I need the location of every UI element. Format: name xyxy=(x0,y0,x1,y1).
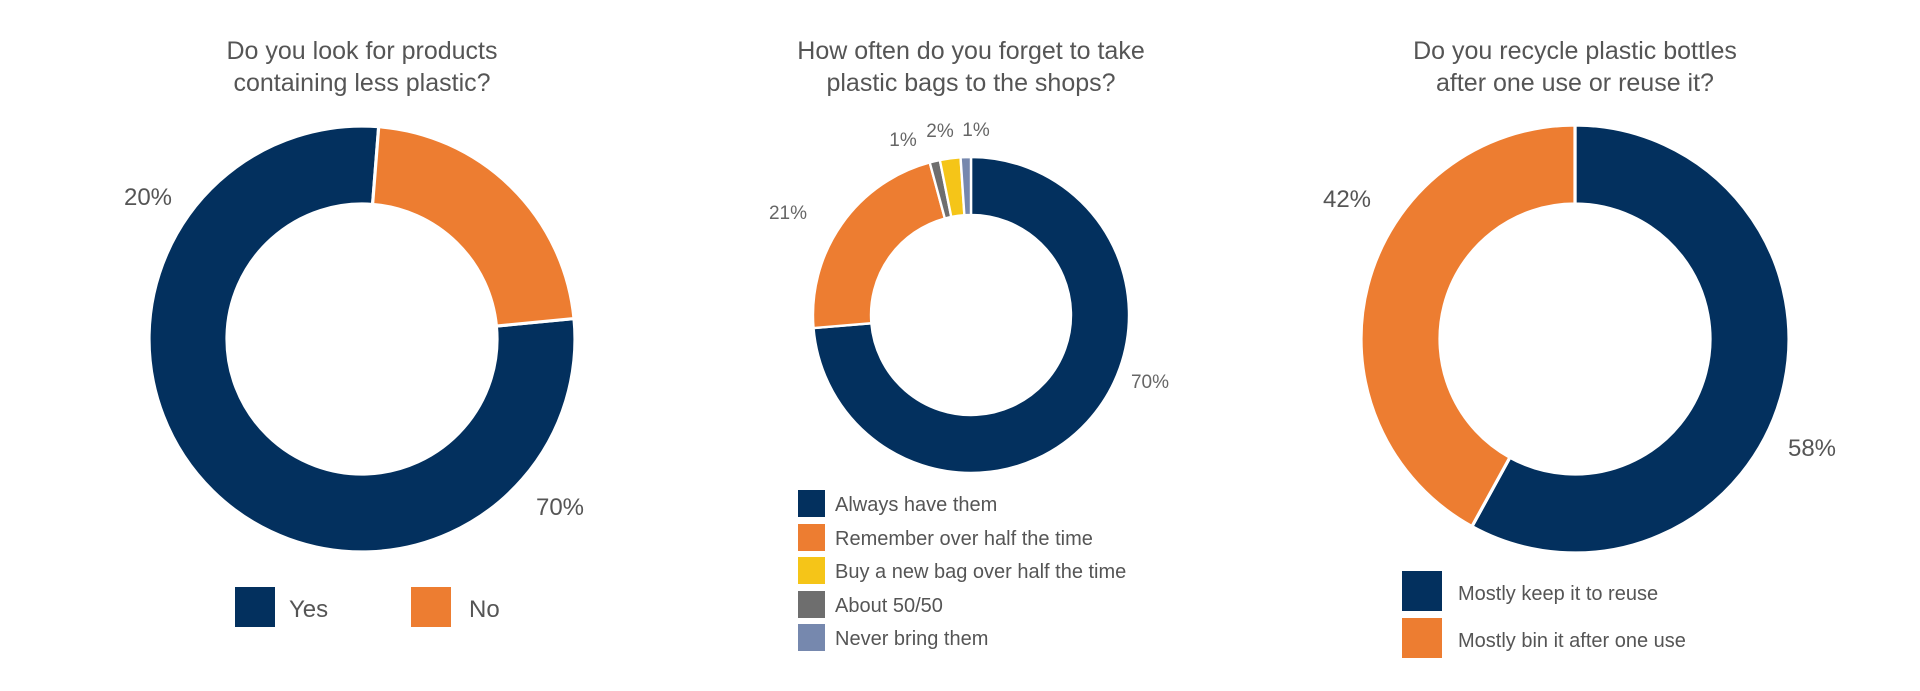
chart3-slice-mostly-bin-it-after-one-use xyxy=(1359,123,1577,529)
chart2-legend: Always have them Remember over half the … xyxy=(798,490,1126,651)
chart3-title-line2: after one use or reuse it? xyxy=(1436,69,1714,97)
chart2-label-never: 1% xyxy=(962,120,990,141)
chart-plastic-products: Do you look for products containing less… xyxy=(124,37,584,627)
chart2-label-always: 70% xyxy=(1131,372,1169,393)
chart2-legend-remember: Remember over half the time xyxy=(835,528,1093,550)
chart1-label-yes: 70% xyxy=(536,494,584,521)
chart2-legend-swatch-always xyxy=(798,490,825,517)
chart1-donut xyxy=(147,124,577,554)
chart2-legend-about: About 50/50 xyxy=(835,595,943,617)
chart2-title-line1: How often do you forget to take xyxy=(797,37,1144,65)
chart3-label-bin: 42% xyxy=(1323,186,1371,213)
chart1-title-line1: Do you look for products xyxy=(227,37,498,65)
chart1-legend-no: No xyxy=(469,596,500,623)
chart3-legend-reuse: Mostly keep it to reuse xyxy=(1458,583,1658,605)
chart2-legend-swatch-about xyxy=(798,591,825,618)
chart3-legend-bin: Mostly bin it after one use xyxy=(1458,630,1686,652)
chart1-legend: Yes No xyxy=(235,587,500,627)
chart2-legend-swatch-remember xyxy=(798,524,825,551)
chart-plastic-bags: How often do you forget to take plastic … xyxy=(769,37,1169,651)
chart2-label-buy: 2% xyxy=(926,121,954,142)
chart2-legend-swatch-buy xyxy=(798,557,825,584)
chart2-slice-always-have-them xyxy=(812,155,1131,475)
chart3-legend: Mostly keep it to reuse Mostly bin it af… xyxy=(1402,571,1686,658)
chart2-label-remember: 21% xyxy=(769,203,807,224)
chart2-slice-remember-over-half-the-time xyxy=(811,161,947,330)
chart3-title-line1: Do you recycle plastic bottles xyxy=(1413,37,1737,65)
chart3-legend-swatch-bin xyxy=(1402,618,1442,658)
chart2-label-about: 1% xyxy=(889,130,917,151)
chart2-legend-never: Never bring them xyxy=(835,628,988,650)
chart1-slice-yes xyxy=(147,124,577,554)
chart2-title-line2: plastic bags to the shops? xyxy=(826,69,1115,97)
chart2-legend-buy: Buy a new bag over half the time xyxy=(835,561,1126,583)
chart-plastic-bottles: Do you recycle plastic bottles after one… xyxy=(1323,37,1836,658)
chart1-legend-yes: Yes xyxy=(289,596,328,623)
chart2-legend-always: Always have them xyxy=(835,494,997,516)
chart3-slice-mostly-keep-it-to-reuse xyxy=(1469,123,1791,555)
chart2-donut xyxy=(811,155,1131,475)
chart3-legend-swatch-reuse xyxy=(1402,571,1442,611)
chart1-label-no: 20% xyxy=(124,184,172,211)
chart1-legend-swatch-no xyxy=(411,587,451,627)
chart3-donut xyxy=(1359,123,1791,555)
chart1-title-line2: containing less plastic? xyxy=(233,69,490,97)
chart2-legend-swatch-never xyxy=(798,624,825,651)
chart3-label-reuse: 58% xyxy=(1788,435,1836,462)
chart1-legend-swatch-yes xyxy=(235,587,275,627)
chart1-slice-no xyxy=(370,124,576,328)
chart2-slice-never-bring-them xyxy=(959,155,973,217)
